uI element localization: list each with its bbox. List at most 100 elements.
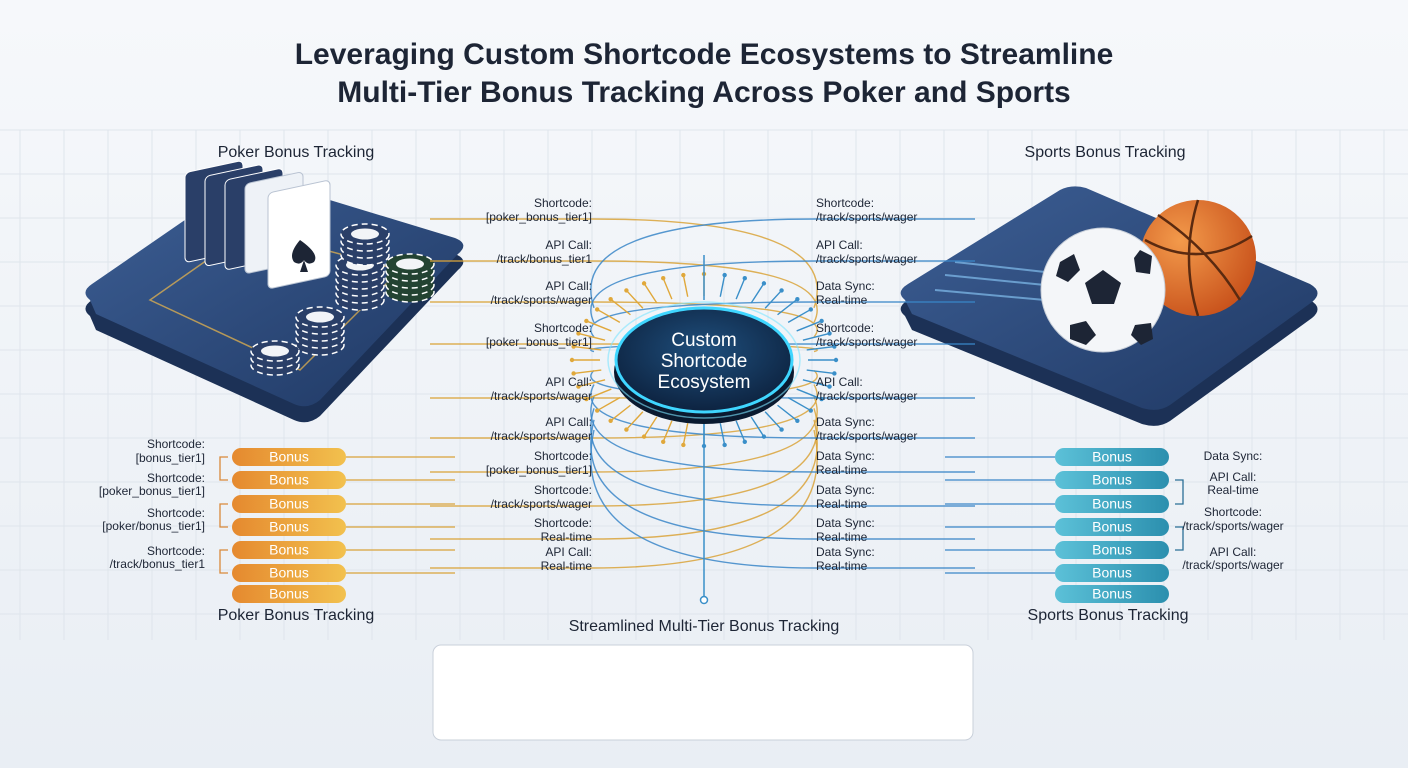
bonus-bar [232,585,346,603]
bonus-label: Bonus [1092,472,1132,488]
ray [787,397,812,412]
ray [750,282,765,304]
connector-label: Data Sync: [816,545,875,559]
connector-label: Real-time [816,293,868,307]
hub-footer: Streamlined Multi-Tier Bonus Tracking [569,618,840,635]
connector-label: /track/sports/wager [491,389,592,403]
bonus-bar [232,448,346,466]
ray-dot [608,296,613,302]
tier-label: [bonus_tier1] [136,451,205,465]
ray-dot [584,318,589,324]
connector-label: Shortcode: [816,321,874,335]
bonus-bar [1055,495,1169,513]
ray [750,416,765,438]
connector-label: Real-time [816,463,868,477]
summary-box [432,644,974,741]
ray [735,277,746,300]
connector-label: /track/sports/wager [816,335,917,349]
tier-label: API Call: [1210,470,1257,484]
ray-dot [569,357,575,363]
ray [586,320,612,332]
ray-dot [624,288,629,293]
connector-label: Shortcode: [534,321,592,335]
connector [430,218,818,309]
section-heading: Sports Bonus Tracking [1025,144,1186,161]
bonus-bar [1055,564,1169,582]
connector-label: API Call: [545,279,592,293]
chip-top [351,228,379,240]
section-heading: Poker Bonus Tracking [218,144,375,161]
ray [643,416,658,438]
tier-label: Shortcode: [147,471,205,485]
connector [430,260,818,323]
ray-dot [722,272,727,278]
bonus-bar [232,518,346,536]
sports-platform [900,186,1318,426]
tier-bracket [219,549,228,574]
ray-dot [819,396,824,402]
ray [806,345,835,351]
chip-top [396,258,424,270]
ray-dot [584,396,589,402]
connector [590,301,975,338]
connector-label: API Call: [816,375,863,389]
bonus-label: Bonus [269,586,309,602]
connector-label: Shortcode: [534,516,592,530]
ray-dot [571,344,576,349]
bonus-label: Bonus [1092,542,1132,558]
tier-bracket [219,503,228,528]
ray [682,423,689,446]
ray [719,423,726,446]
ray-dot [832,344,837,349]
connector-label: Real-time [816,497,868,511]
speed-lines [934,261,1046,301]
ray [787,308,812,323]
section-footer: Poker Bonus Tracking [218,607,375,624]
cards [184,160,331,289]
tier-label: [poker_bonus_tier1] [99,484,205,498]
bonus-bar [1055,541,1169,559]
ray-dot [624,427,629,432]
tier-label: API Call: [1210,545,1257,559]
ray [802,379,830,388]
ray-dot [661,276,666,281]
poker-platform [85,160,464,423]
ray [735,420,746,443]
connector [430,396,818,473]
tier-label: Shortcode: [147,544,205,558]
ray [596,397,621,412]
connector-label: Data Sync: [816,415,875,429]
ray [573,369,602,375]
connector-label: API Call: [545,415,592,429]
connector [590,384,975,439]
ray-dot [595,408,600,413]
hub-label: Ecosystem [658,372,751,393]
connector-label: /track/sports/wager [491,497,592,511]
tier-label: [poker/bonus_tier1] [102,519,205,533]
tier-label: Shortcode: [147,506,205,520]
ray-dot [681,442,686,448]
ray-dot [827,331,832,336]
tier-label: /track/sports/wager [1182,519,1283,533]
ray [662,420,673,443]
connector [590,429,975,569]
bonus-label: Bonus [269,449,309,465]
ray-dot [722,442,727,448]
ray [610,298,631,316]
bonus-label: Bonus [1092,449,1132,465]
bonus-label: Bonus [1092,519,1132,535]
ray [777,298,798,316]
connector [590,260,975,323]
ray [625,289,644,309]
ray [777,404,798,422]
card [267,180,331,289]
tier-label: /track/sports/wager [1182,558,1283,572]
ray-dot [808,307,813,312]
bonus-label: Bonus [269,519,309,535]
ray-dot [608,418,613,424]
ray-dot [833,357,839,363]
connector-label: API Call: [545,375,592,389]
connector-label: /track/sports/wager [491,429,592,443]
